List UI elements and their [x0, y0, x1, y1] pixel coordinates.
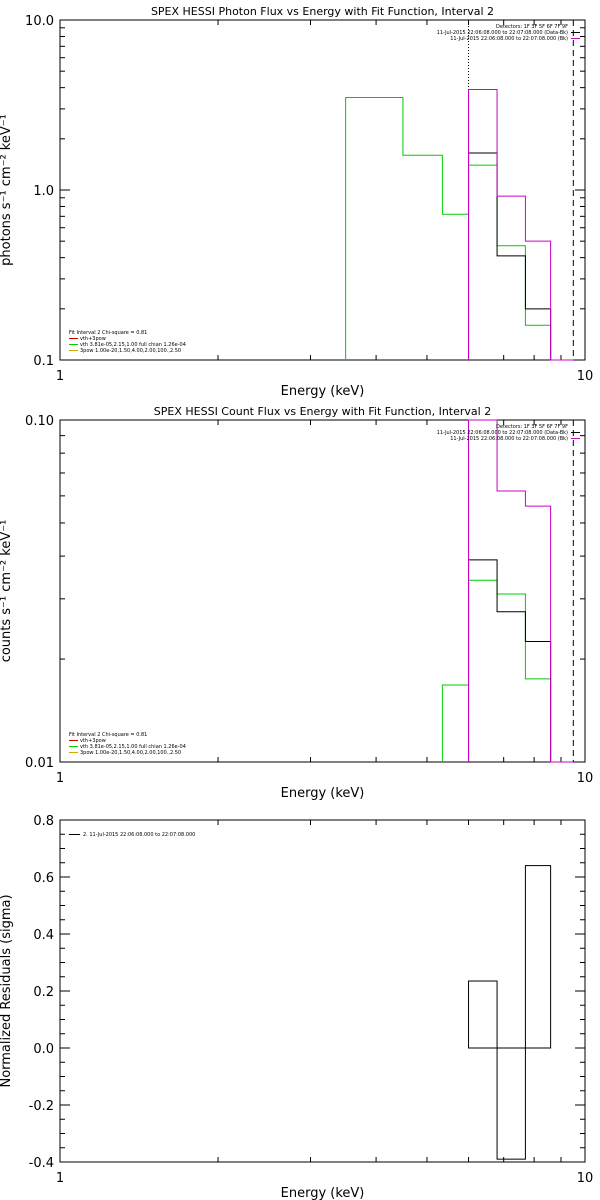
y-tick-label: 0.01: [25, 756, 54, 771]
legend-entry: Detectors: 1F 3F 5F 6F 7F 9F: [496, 24, 568, 30]
chart-panel-3: Energy (keV) Normalized Residuals (sigma)…: [0, 814, 593, 1200]
x-tick-label: 1: [56, 1171, 64, 1186]
series-bk: [468, 89, 574, 361]
x-axis-label: Energy (keV): [281, 384, 365, 399]
legend-entry: vth 3.81e-05,2.15,1.00 full chian 1.26e-…: [80, 744, 186, 750]
legend-entry: 11-Jul-2015 22:06:08.000 to 22:07:08.000…: [437, 430, 568, 436]
series-bk: [468, 419, 574, 763]
y-axis-label: photons s⁻¹ cm⁻² keV⁻¹: [0, 114, 14, 266]
x-tick-label: 1: [56, 771, 64, 786]
x-tick-label: 10: [577, 1171, 594, 1186]
x-axis-label: Energy (keV): [281, 786, 365, 801]
y-tick-label: 1.0: [33, 184, 54, 199]
legend-entry: 2. 11-Jul-2015 22:06:08.000 to 22:07:08.…: [83, 832, 195, 838]
y-tick-label: 0.10: [25, 414, 54, 429]
legend-entry: Fit Interval 2 Chi-square = 0.81: [69, 330, 147, 336]
residual-bar: [524, 865, 552, 1049]
series-data-bk: [468, 559, 574, 763]
y-tick-label: -0.4: [29, 1156, 54, 1171]
series-data-bk: [468, 152, 574, 361]
legend-entry: vth 3.81e-05,2.15,1.00 full chian 1.26e-…: [80, 342, 186, 348]
legend-entry: vth+3pow: [80, 738, 106, 744]
y-axis-label: counts s⁻¹ cm⁻² keV⁻¹: [0, 520, 14, 663]
x-tick-label: 10: [577, 369, 594, 384]
legend-entry: vth+3pow: [80, 336, 106, 342]
plot-frame: [59, 419, 586, 763]
legend-entry: 3pow 1.00e-20,1.50,4.00,2.00,100.,2.50: [80, 750, 181, 756]
chart-panel-1: SPEX HESSI Photon Flux vs Energy with Fi…: [0, 5, 593, 399]
y-tick-label: 0.6: [33, 871, 54, 886]
chart-panel-2: SPEX HESSI Count Flux vs Energy with Fit…: [0, 405, 593, 801]
y-tick-label: 10.0: [25, 14, 54, 29]
plot-frame: [59, 819, 586, 1163]
legend-entry: 11-Jul-2015 22:06:08.000 to 22:07:08.000…: [437, 30, 568, 36]
chart-title: SPEX HESSI Count Flux vs Energy with Fit…: [154, 405, 491, 418]
x-tick-label: 10: [577, 771, 594, 786]
chart-title: SPEX HESSI Photon Flux vs Energy with Fi…: [151, 5, 494, 18]
y-tick-label: 0.2: [33, 985, 54, 1000]
y-tick-label: -0.2: [29, 1099, 54, 1114]
x-tick-label: 1: [56, 369, 64, 384]
legend-entry: 3pow 1.00e-20,1.50,4.00,2.00,100.,2.50: [80, 348, 181, 354]
residual-bar: [496, 1047, 526, 1160]
plot-frame: [59, 19, 586, 361]
series-vth: [441, 579, 574, 763]
y-axis-label: Normalized Residuals (sigma): [0, 894, 14, 1087]
series-vth: [345, 97, 574, 361]
legend-entry: 11-Jul-2015 22:06:08.000 to 22:07:08.000…: [450, 36, 568, 42]
residual-bar: [468, 980, 498, 1049]
x-axis-label: Energy (keV): [281, 1186, 365, 1200]
y-tick-label: 0.0: [33, 1042, 54, 1057]
legend-entry: Detectors: 1F 3F 5F 6F 7F 9F: [496, 424, 568, 430]
legend-entry: Fit Interval 2 Chi-square = 0.81: [69, 732, 147, 738]
y-tick-label: 0.8: [33, 814, 54, 829]
y-tick-label: 0.1: [33, 354, 54, 369]
y-tick-label: 0.4: [33, 928, 54, 943]
legend-entry: 11-Jul-2015 22:06:08.000 to 22:07:08.000…: [450, 436, 568, 442]
